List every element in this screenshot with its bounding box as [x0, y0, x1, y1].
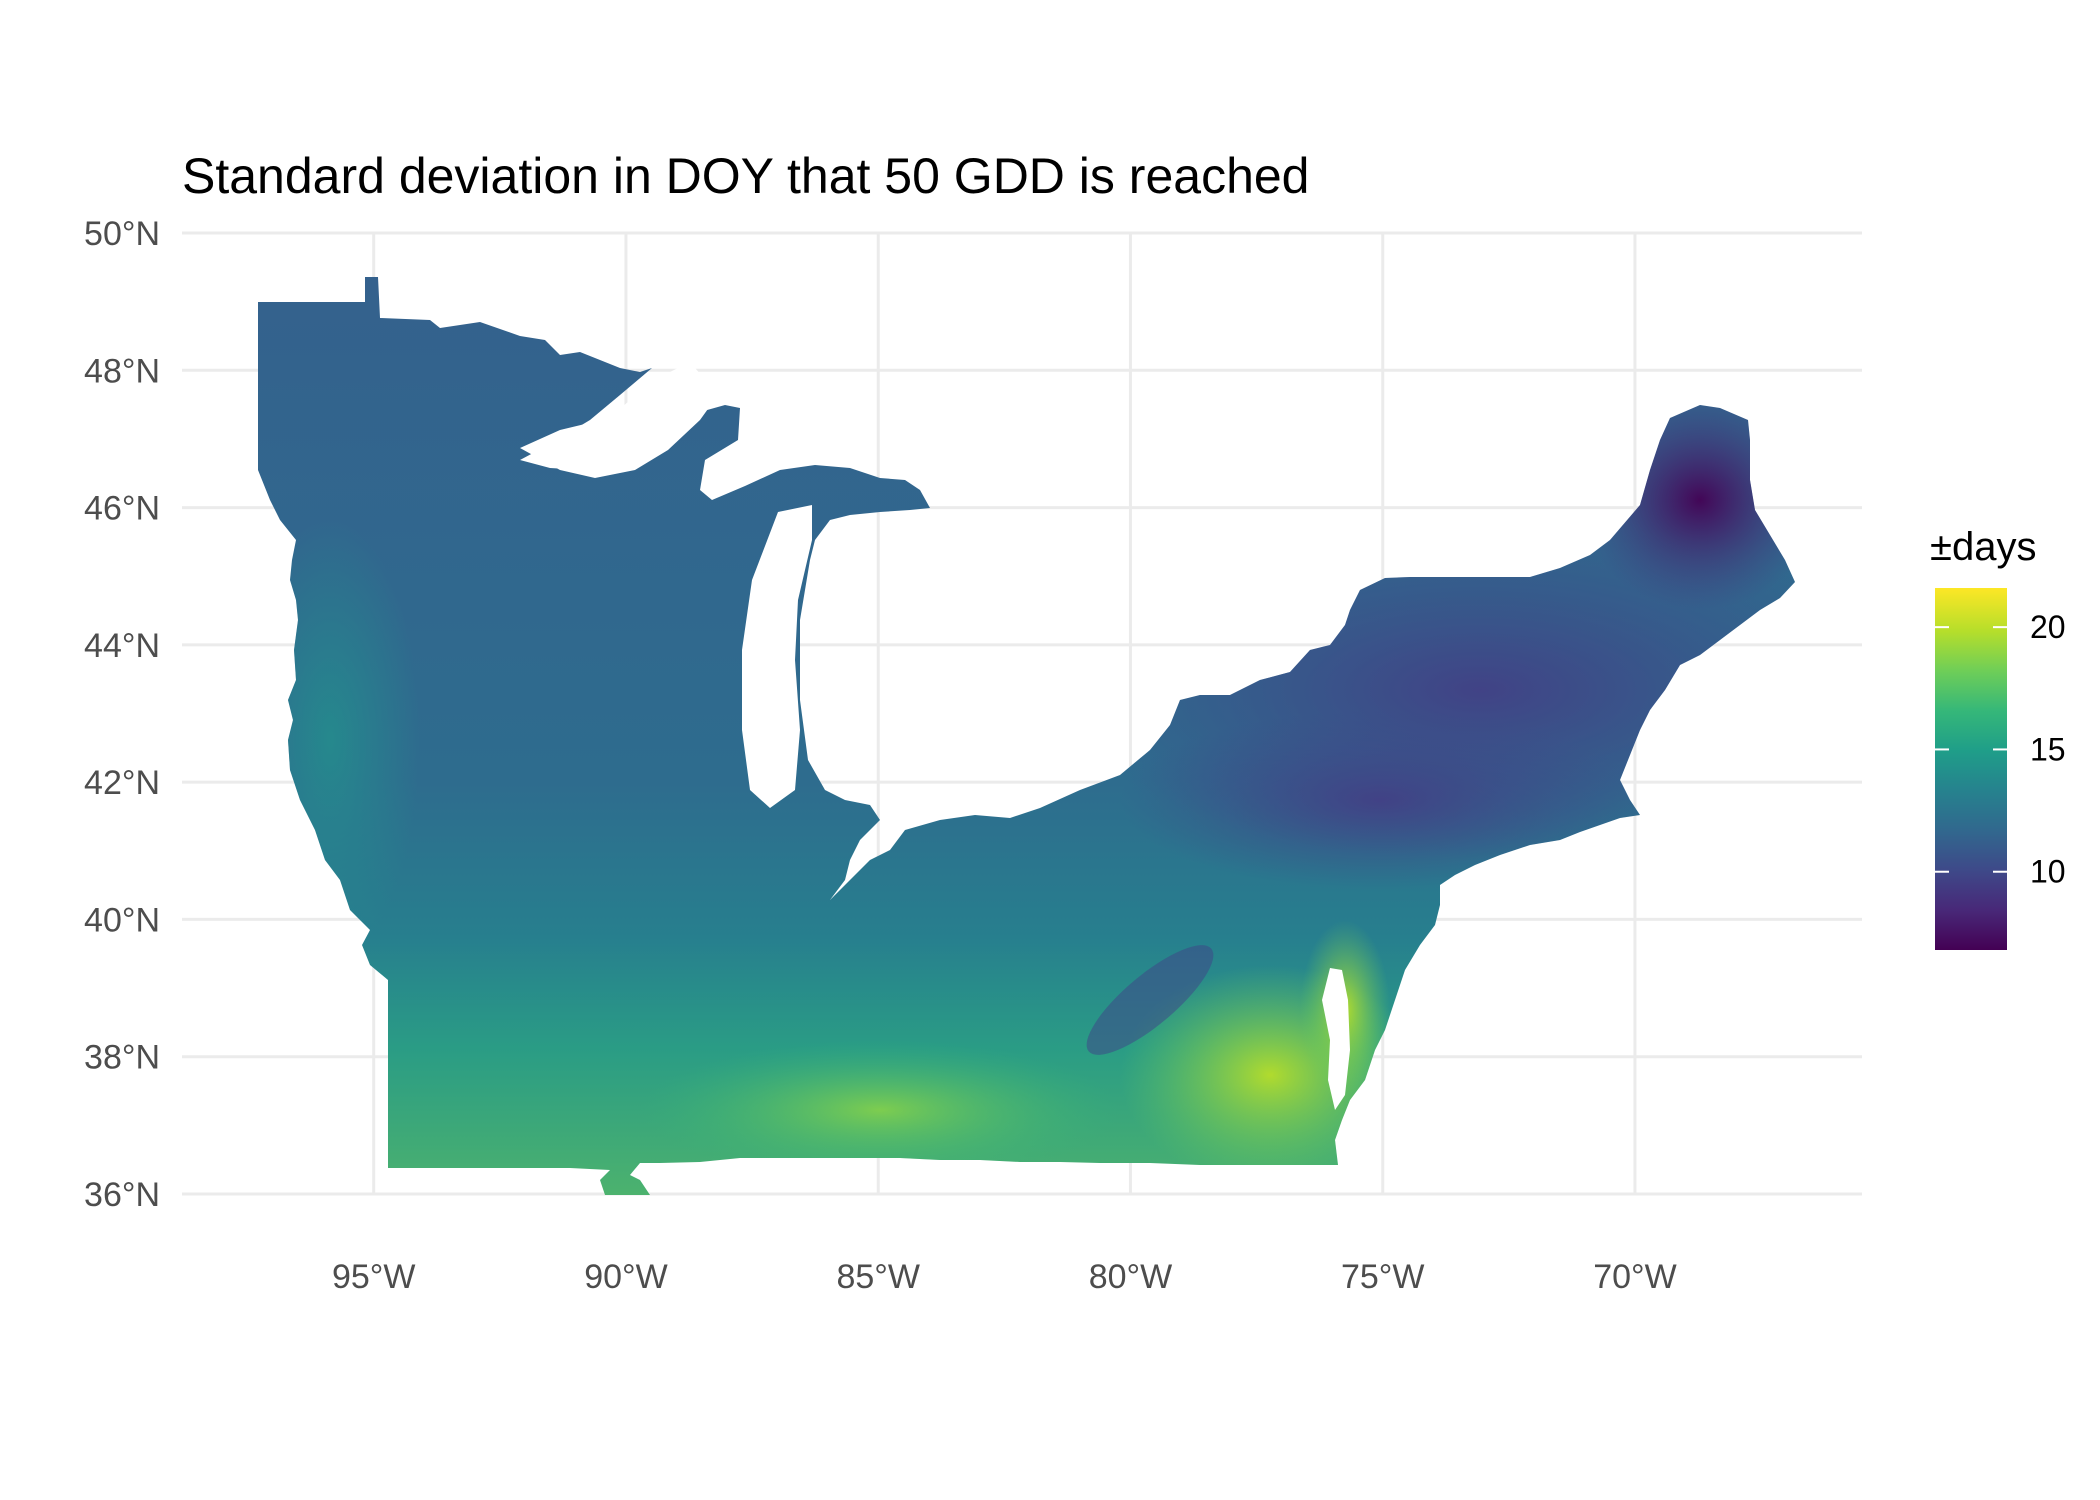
- x-tick-label: 70°W: [1593, 1258, 1677, 1296]
- ohio-valley-warm-zone: [640, 1040, 1120, 1180]
- legend-title: ±days: [1930, 525, 2036, 569]
- y-axis-ticks: 36°N 38°N 40°N 42°N 44°N 46°N 48°N 50°N: [84, 215, 160, 1214]
- lake-michigan: [742, 505, 812, 808]
- y-tick-label: 36°N: [84, 1176, 160, 1214]
- x-tick-label: 75°W: [1341, 1258, 1425, 1296]
- color-legend: ±days 10 15 20: [1930, 525, 2066, 950]
- chesapeake-bay: [1322, 968, 1350, 1110]
- x-axis-ticks: 95°W 90°W 85°W 80°W 75°W 70°W: [332, 1258, 1677, 1296]
- y-tick-label: 44°N: [84, 627, 160, 665]
- west-higher-band: [258, 520, 420, 960]
- legend-colorbar: [1935, 588, 2007, 950]
- lake-superior: [520, 362, 718, 478]
- legend-tick-label: 10: [2030, 854, 2066, 890]
- y-tick-label: 42°N: [84, 764, 160, 802]
- legend-tick-label: 15: [2030, 731, 2066, 767]
- y-tick-label: 38°N: [84, 1039, 160, 1077]
- northeast-low-zone-2: [1120, 710, 1640, 890]
- y-tick-label: 48°N: [84, 352, 160, 390]
- x-tick-label: 80°W: [1089, 1258, 1173, 1296]
- y-tick-label: 50°N: [84, 215, 160, 253]
- maine-minimum-zone: [1580, 390, 1795, 610]
- x-tick-label: 85°W: [836, 1258, 920, 1296]
- x-tick-label: 90°W: [584, 1258, 668, 1296]
- appalachian-low-ridge: [1086, 945, 1214, 1055]
- region-outline: [258, 277, 1795, 1195]
- x-tick-label: 95°W: [332, 1258, 416, 1296]
- legend-tick-label: 20: [2030, 609, 2066, 645]
- y-tick-label: 40°N: [84, 901, 160, 939]
- legend-ticks: 10 15 20: [1935, 609, 2066, 890]
- y-tick-label: 46°N: [84, 490, 160, 528]
- map-title: Standard deviation in DOY that 50 GDD is…: [182, 148, 1310, 204]
